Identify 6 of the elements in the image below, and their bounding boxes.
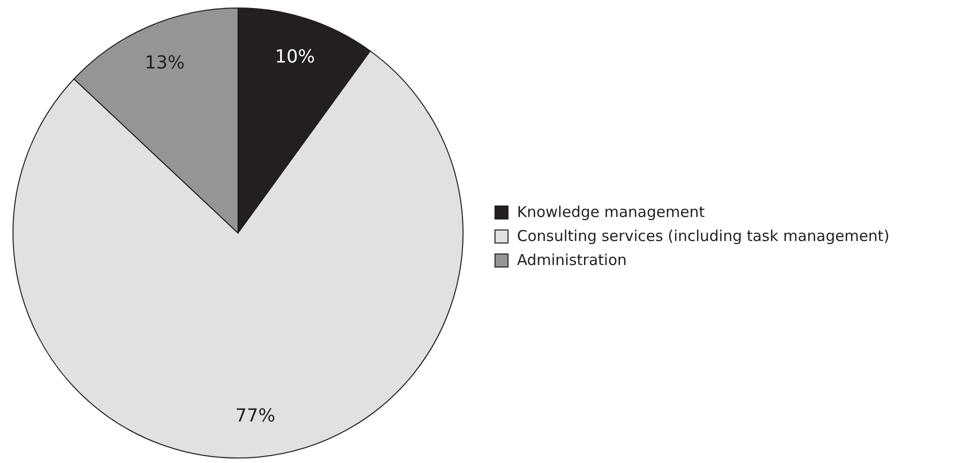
legend-label: Knowledge management	[517, 203, 705, 222]
data-label: 10%	[275, 46, 316, 68]
legend-label: Consulting services (including task management)	[517, 227, 890, 246]
legend-label: Administration	[517, 251, 627, 270]
data-label: 13%	[144, 52, 185, 74]
data-label: 77%	[235, 406, 276, 427]
